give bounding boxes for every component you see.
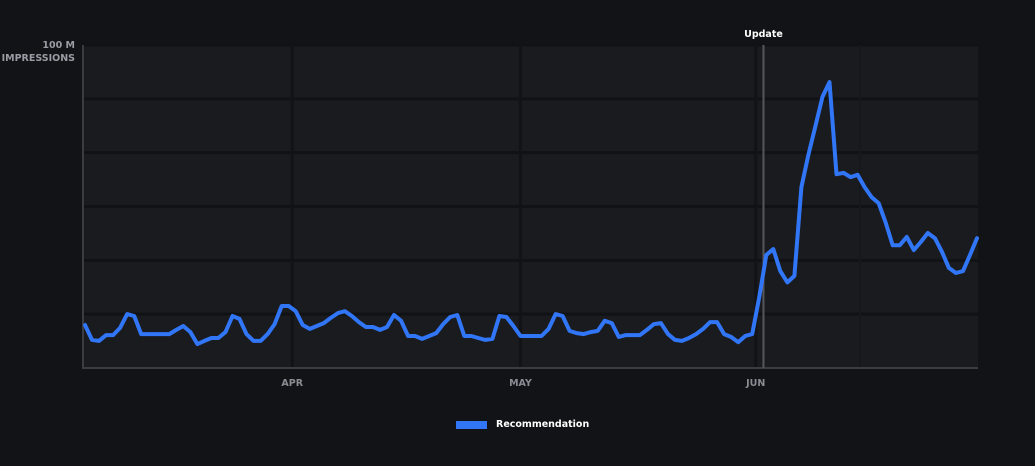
y-axis-title: IMPRESSIONS — [1, 53, 75, 64]
legend-label-recommendation: Recommendation — [496, 419, 590, 430]
x-tick-label-jun: JUN — [745, 378, 765, 389]
legend: Recommendation — [456, 419, 589, 430]
x-tick-label-may: MAY — [509, 378, 532, 389]
update-marker-label: Update — [744, 29, 783, 40]
legend-swatch-recommendation — [456, 420, 487, 429]
series-line-recommendation — [83, 80, 979, 347]
y-axis-max-label: 100 M — [42, 40, 75, 51]
x-tick-label-apr: APR — [281, 378, 303, 389]
